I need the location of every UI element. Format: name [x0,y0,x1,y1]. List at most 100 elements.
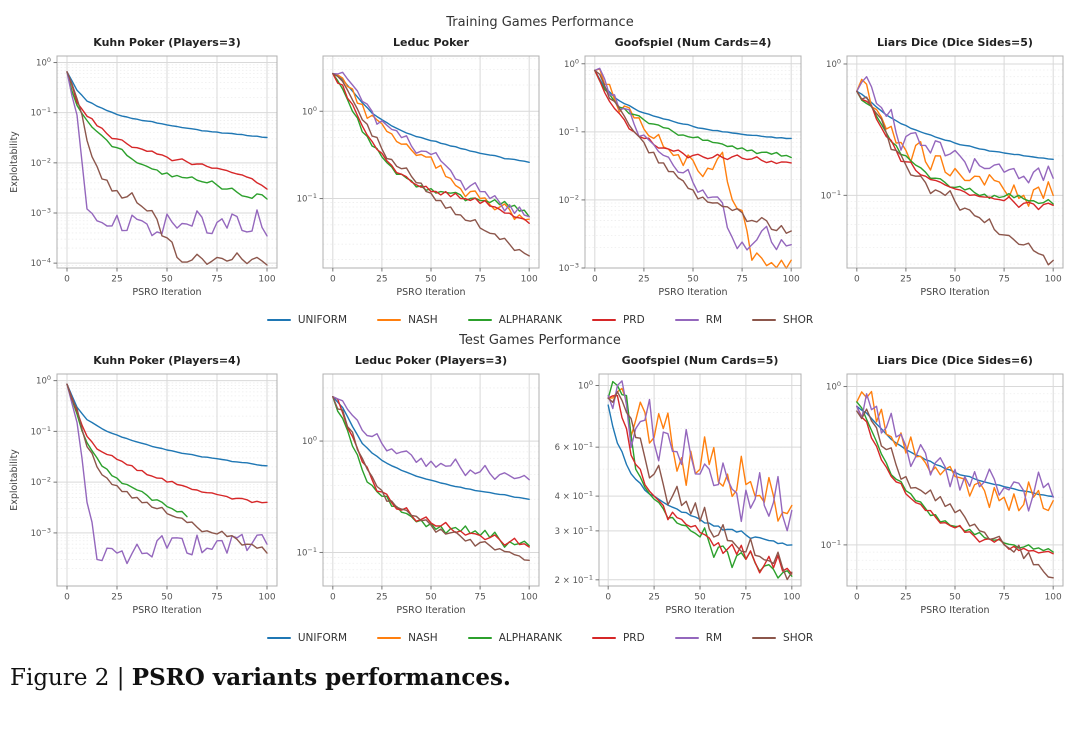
y-axis-label: Exploitability [9,131,20,193]
legend-item-shor: SHOR [752,314,813,326]
legend-line-prd [591,318,616,322]
svg-text:10−1: 10−1 [297,192,317,205]
legend-item-nash: NASH [377,314,438,326]
legend-line-uniform [266,318,291,322]
legend-item-uniform: UNIFORM [266,314,347,326]
series-line-nash [607,387,793,522]
svg-text:10−2: 10−2 [31,156,51,169]
svg-text:75: 75 [211,593,222,603]
svg-text:4 × 10−1: 4 × 10−1 [555,490,593,503]
series-line-alpharank [332,72,530,218]
legend-line-nash [377,636,402,640]
series-line-uniform [66,383,268,467]
series-line-shor [856,408,1054,579]
test-row: 0 25 50 75 100 PSRO Iteration 100 10−1 10−2 10−3 E… [0,352,1080,626]
legend-line-alpharank [467,636,492,640]
chart-goofspiel-4: 0 25 50 75 100 PSRO Iteration 100 10−1 10−2 10−3 G… [559,36,802,298]
svg-text:50: 50 [425,275,437,285]
svg-text:50: 50 [161,593,173,603]
legend-item-alpharank: ALPHARANK [467,314,562,326]
legend-training: UNIFORM NASH ALPHARANK PRD RM SHOR [0,308,1080,332]
legend-line-shor [752,636,777,640]
legend-item-rm: RM [674,632,723,644]
series-line-rm [66,71,268,237]
series-line-shor [594,69,792,235]
svg-text:50: 50 [425,593,437,603]
svg-text:100: 100 [521,275,538,285]
legend-line-alpharank [467,318,492,322]
series-line-shor [66,71,268,266]
x-axis: 0 25 50 75 100 PSRO Iteration [592,268,800,298]
gridlines [847,56,1063,268]
svg-text:75: 75 [211,275,222,285]
gridlines [599,374,801,586]
svg-text:50: 50 [949,275,961,285]
series-line-rm [332,71,530,218]
svg-text:100: 100 [1045,275,1062,285]
legend-label: NASH [408,314,438,326]
legend-line-rm [674,636,699,640]
subplot-title: Liars Dice (Dice Sides=6) [877,354,1033,367]
chart-liars-dice-5: 0 25 50 75 100 PSRO Iteration 100 10−1 Liars Dic… [821,36,1064,298]
subplot-title: Leduc Poker [393,36,470,49]
legend-label: RM [705,314,723,326]
series-lines [66,383,268,565]
series-line-rm [332,396,530,481]
svg-text:0: 0 [605,593,611,603]
series-line-uniform [332,396,530,501]
x-axis-label: PSRO Iteration [396,605,465,616]
legend-item-alpharank: ALPHARANK [467,632,562,644]
y-axis: 100 10−1 [297,105,323,205]
chart-liars-dice-6: 0 25 50 75 100 PSRO Iteration 100 10−1 Liars Dic… [821,354,1064,616]
legend-label: SHOR [783,314,814,326]
svg-text:100: 100 [258,275,275,285]
legend-label: RM [705,632,723,644]
gridlines [323,374,539,586]
svg-text:10−4: 10−4 [31,257,51,270]
legend-item-rm: RM [674,314,723,326]
subplot-title: Goofspiel (Num Cards=4) [615,36,772,49]
svg-text:10−3: 10−3 [31,206,51,219]
svg-text:100: 100 [783,593,800,603]
subplot-liars-dice-6: 0 25 50 75 100 PSRO Iteration 100 10−1 Liars Dic… [811,352,1073,626]
svg-text:2 × 10−1: 2 × 10−1 [555,573,593,586]
series-line-uniform [594,69,792,140]
svg-text:10−3: 10−3 [31,526,51,539]
svg-text:100: 100 [36,56,51,69]
svg-text:100: 100 [826,380,841,393]
svg-text:75: 75 [736,275,747,285]
series-line-prd [856,90,1054,211]
svg-text:100: 100 [258,593,275,603]
y-axis: 100 10−1 10−2 10−3 [31,374,57,539]
svg-text:50: 50 [694,593,706,603]
x-axis-label: PSRO Iteration [658,287,727,298]
svg-text:0: 0 [592,275,598,285]
x-axis: 0 25 50 75 100 PSRO Iteration [605,586,801,616]
svg-text:100: 100 [521,593,538,603]
legend-item-shor: SHOR [752,632,813,644]
series-line-uniform [856,90,1054,161]
gridlines [57,374,277,586]
series-line-uniform [332,72,530,164]
svg-text:3 × 10−1: 3 × 10−1 [555,524,593,537]
chart-leduc-poker: 0 25 50 75 100 PSRO Iteration 100 10−1 Leduc Pok… [297,36,540,298]
svg-text:0: 0 [330,275,336,285]
svg-text:100: 100 [564,57,579,70]
series-line-shor [66,383,268,554]
svg-text:0: 0 [330,593,336,603]
x-axis: 0 25 50 75 100 PSRO Iteration [64,268,276,298]
y-axis-label: Exploitability [9,449,20,511]
svg-text:100: 100 [1045,593,1062,603]
series-lines [594,67,792,269]
y-axis: 100 10−1 10−2 10−3 [559,57,585,274]
gridlines [847,374,1063,586]
svg-text:10−2: 10−2 [31,476,51,489]
series-line-alpharank [66,71,268,200]
svg-text:75: 75 [998,275,1009,285]
y-axis: 100 10−1 [821,380,847,551]
caption-prefix: Figure 2 | [10,665,132,691]
caption-bold: PSRO variants performances. [131,664,511,691]
legend-label: UNIFORM [297,632,348,644]
subplot-title: Kuhn Poker (Players=3) [93,36,240,49]
